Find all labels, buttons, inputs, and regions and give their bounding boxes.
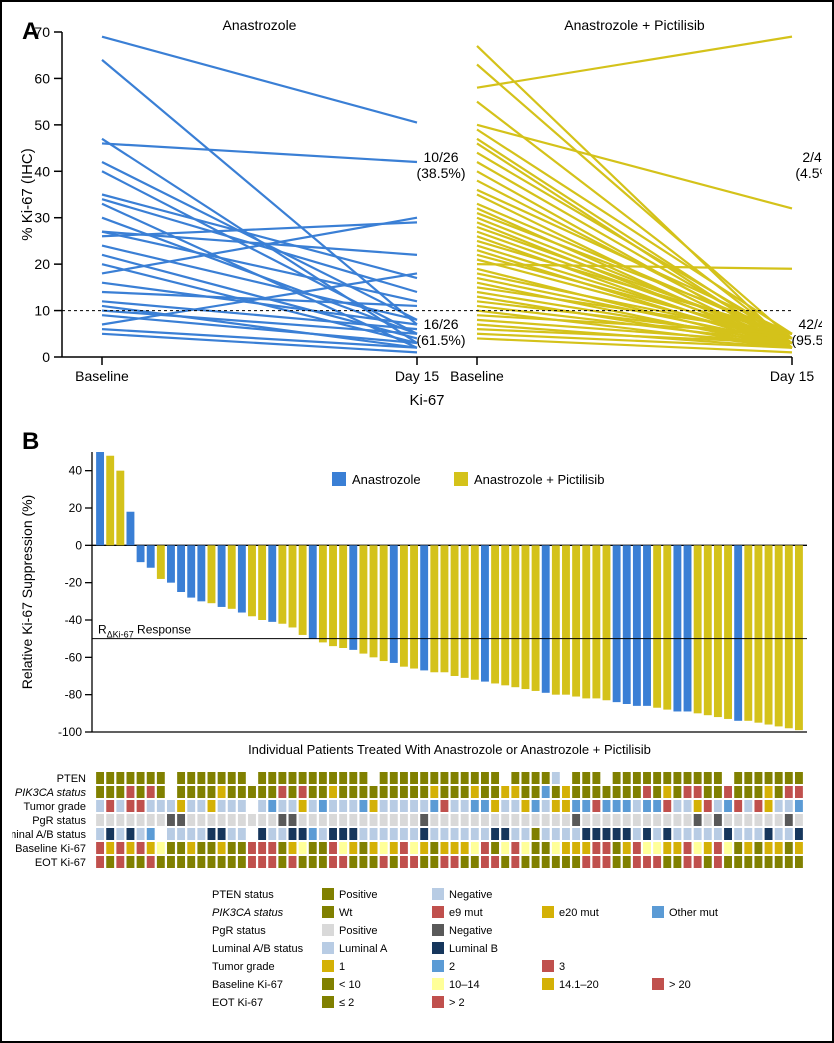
svg-text:30: 30 xyxy=(34,210,50,226)
svg-text:70: 70 xyxy=(34,24,50,40)
svg-text:10–14: 10–14 xyxy=(449,979,480,991)
svg-text:PgR status: PgR status xyxy=(212,925,266,937)
svg-text:0: 0 xyxy=(75,538,82,552)
svg-text:-60: -60 xyxy=(65,650,83,664)
svg-text:-20: -20 xyxy=(65,576,83,590)
svg-text:2/44: 2/44 xyxy=(802,149,822,165)
svg-text:EOT Ki-67: EOT Ki-67 xyxy=(35,857,86,869)
panel-a-chart: 0 10 20 30 40 50 60 70 % Ki-67 (IHC) Anastrozole A… xyxy=(12,12,822,412)
svg-text:0: 0 xyxy=(42,349,50,365)
svg-text:20: 20 xyxy=(34,256,50,272)
svg-text:Negative: Negative xyxy=(449,889,492,901)
panel-b-heatmap: PTEN PIK3CA status Tumor grade PgR status Lu… xyxy=(12,772,822,882)
svg-text:Positive: Positive xyxy=(339,925,378,937)
svg-text:Positive: Positive xyxy=(339,889,378,901)
svg-text:Ki-67: Ki-67 xyxy=(409,392,444,409)
svg-text:< 10: < 10 xyxy=(339,979,361,991)
svg-text:(38.5%): (38.5%) xyxy=(416,165,465,181)
svg-text:PTEN: PTEN xyxy=(57,773,86,785)
svg-text:Baseline: Baseline xyxy=(75,368,129,384)
svg-text:-40: -40 xyxy=(65,613,83,627)
svg-text:10: 10 xyxy=(34,303,50,319)
svg-text:20: 20 xyxy=(69,501,83,515)
svg-text:Luminal A: Luminal A xyxy=(339,943,388,955)
svg-text:Day 15: Day 15 xyxy=(770,368,815,384)
svg-text:1: 1 xyxy=(339,961,345,973)
svg-text:> 20: > 20 xyxy=(669,979,691,991)
svg-text:14.1–20: 14.1–20 xyxy=(559,979,599,991)
svg-text:Relative Ki-67 Suppression (%): Relative Ki-67 Suppression (%) xyxy=(19,495,35,690)
svg-text:e9 mut: e9 mut xyxy=(449,907,483,919)
svg-text:Anastrozole: Anastrozole xyxy=(352,472,421,487)
svg-text:Luminal A/B status: Luminal A/B status xyxy=(12,829,86,841)
svg-text:Baseline: Baseline xyxy=(450,368,504,384)
svg-text:2: 2 xyxy=(449,961,455,973)
svg-text:Baseline Ki-67: Baseline Ki-67 xyxy=(15,843,86,855)
svg-text:(4.5%): (4.5%) xyxy=(795,165,822,181)
svg-text:RΔKi-67 Response: RΔKi-67 Response xyxy=(98,623,191,640)
svg-text:Luminal B: Luminal B xyxy=(449,943,498,955)
svg-text:Anastrozole + Pictilisib: Anastrozole + Pictilisib xyxy=(474,472,604,487)
svg-text:Luminal A/B status: Luminal A/B status xyxy=(212,943,304,955)
svg-text:42/44: 42/44 xyxy=(798,316,822,332)
svg-text:40: 40 xyxy=(34,163,50,179)
svg-text:Individual Patients Treated Wi: Individual Patients Treated With Anastro… xyxy=(248,742,651,757)
svg-text:16/26: 16/26 xyxy=(423,316,458,332)
svg-text:% Ki-67 (IHC): % Ki-67 (IHC) xyxy=(19,148,36,241)
svg-text:e20 mut: e20 mut xyxy=(559,907,599,919)
svg-text:≤ 2: ≤ 2 xyxy=(339,997,354,1009)
svg-text:PIK3CA status: PIK3CA status xyxy=(15,787,87,799)
svg-text:Wt: Wt xyxy=(339,907,352,919)
svg-text:PIK3CA status: PIK3CA status xyxy=(212,907,284,919)
svg-text:-80: -80 xyxy=(65,688,83,702)
svg-text:Negative: Negative xyxy=(449,925,492,937)
svg-text:PTEN status: PTEN status xyxy=(212,889,274,901)
svg-text:(61.5%): (61.5%) xyxy=(416,332,465,348)
panel-b-waterfall: -100 -80 -60 -40 -20 0 20 40 Relative Ki-67 Supp… xyxy=(12,432,822,772)
svg-text:Tumor grade: Tumor grade xyxy=(23,801,86,813)
svg-text:60: 60 xyxy=(34,70,50,86)
svg-text:-100: -100 xyxy=(58,725,82,739)
svg-text:PgR status: PgR status xyxy=(32,815,86,827)
svg-text:40: 40 xyxy=(69,464,83,478)
svg-text:Other mut: Other mut xyxy=(669,907,718,919)
figure-frame: A 010203040506070% Ki-67 (IHC)Anastrozol… xyxy=(0,0,834,1043)
svg-text:Anastrozole + Pictilisib: Anastrozole + Pictilisib xyxy=(564,17,705,33)
svg-text:10/26: 10/26 xyxy=(423,149,458,165)
svg-text:> 2: > 2 xyxy=(449,997,465,1009)
svg-text:Tumor grade: Tumor grade xyxy=(212,961,275,973)
svg-text:Anastrozole: Anastrozole xyxy=(223,17,297,33)
svg-text:EOT Ki-67: EOT Ki-67 xyxy=(212,997,263,1009)
panel-b-legend: PTEN status Positive Negative PIK3CA status… xyxy=(12,884,822,1034)
svg-text:Baseline Ki-67: Baseline Ki-67 xyxy=(212,979,283,991)
svg-text:(95.5%): (95.5%) xyxy=(791,332,822,348)
svg-text:50: 50 xyxy=(34,117,50,133)
svg-text:3: 3 xyxy=(559,961,565,973)
svg-text:Day 15: Day 15 xyxy=(395,368,440,384)
